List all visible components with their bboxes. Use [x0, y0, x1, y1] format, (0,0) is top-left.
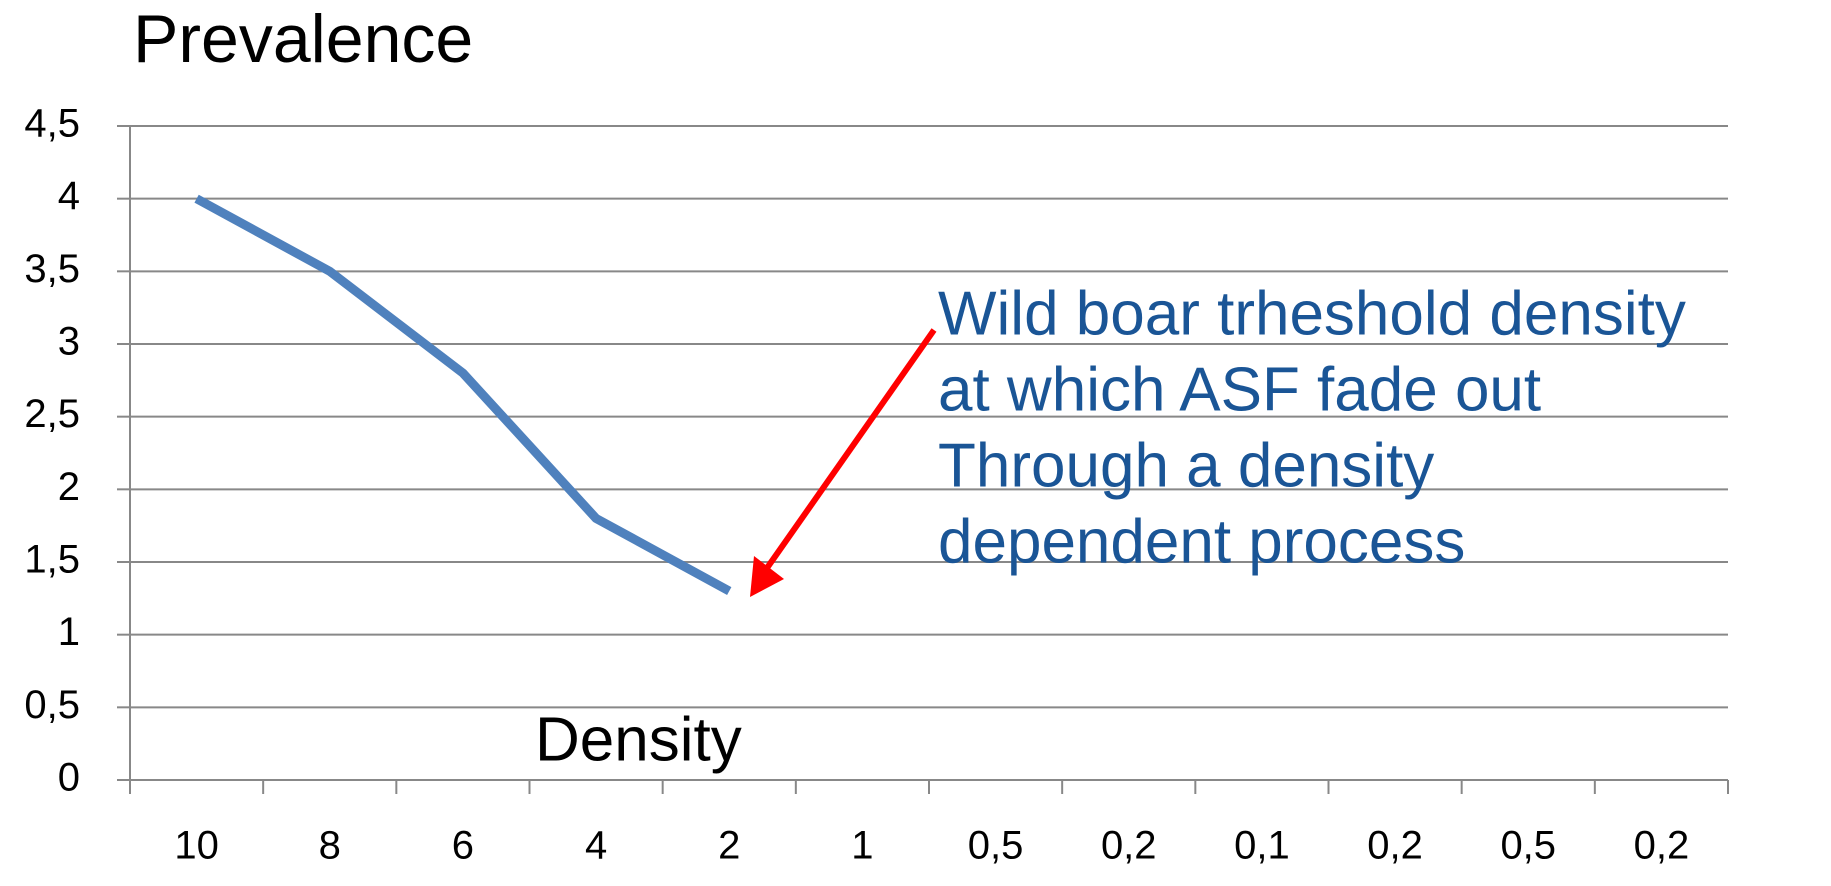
y-tick-label: 0,5 [24, 683, 80, 727]
annotation-text: dependent process [938, 507, 1465, 576]
x-tick-label: 4 [585, 824, 607, 868]
x-tick-label: 10 [174, 824, 219, 868]
y-tick-label: 2,5 [24, 392, 80, 436]
annotation-text: Wild boar trheshold density [938, 279, 1686, 348]
x-tick-label: 1 [851, 824, 873, 868]
annotation-text: Through a density [938, 431, 1434, 500]
x-tick-label: 0,2 [1101, 824, 1157, 868]
x-tick-label: 0,2 [1367, 824, 1423, 868]
chart-title: Prevalence [133, 1, 473, 77]
y-tick-label: 1,5 [24, 538, 80, 582]
y-tick-label: 2 [58, 465, 80, 509]
annotation-arrow [757, 328, 937, 580]
x-tick-label: 0,1 [1234, 824, 1290, 868]
annotation: Wild boar trheshold density at which ASF … [750, 279, 1686, 597]
y-tick-label: 1 [58, 610, 80, 654]
x-tick-label: 0,2 [1634, 824, 1690, 868]
x-tick-label: 8 [319, 824, 341, 868]
line-series [194, 194, 732, 596]
y-tick-label: 0 [58, 756, 80, 800]
annotation-arrowhead [750, 556, 784, 597]
y-tick-label: 3 [58, 320, 80, 364]
annotation-text: at which ASF fade out [938, 355, 1541, 424]
x-tick-label: 6 [452, 824, 474, 868]
x-tick-label: 0,5 [968, 824, 1024, 868]
y-tick-label: 4,5 [24, 102, 80, 146]
y-tick-label: 3,5 [24, 247, 80, 291]
x-axis-label: Density [535, 705, 742, 774]
y-tick-label: 4 [58, 174, 80, 218]
x-tick-label: 0,5 [1500, 824, 1556, 868]
x-tick-label: 2 [718, 824, 740, 868]
